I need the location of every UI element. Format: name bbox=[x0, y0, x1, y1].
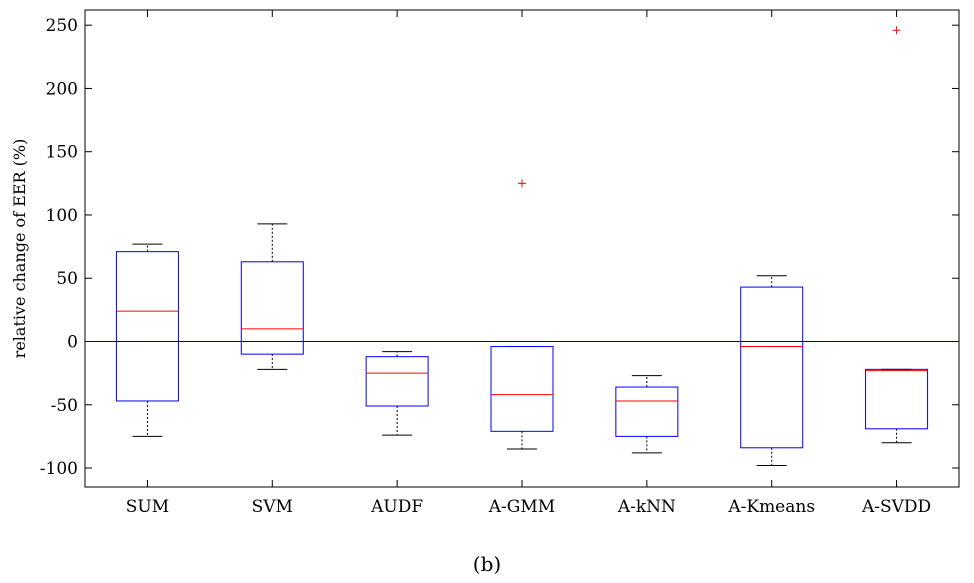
box-svm bbox=[240, 261, 304, 355]
y-tick-label: -50 bbox=[51, 396, 78, 416]
plot-frame bbox=[84, 9, 960, 488]
y-tick-label: 150 bbox=[46, 143, 78, 163]
box-a-knn bbox=[615, 386, 679, 437]
box-a-gmm bbox=[490, 346, 554, 432]
box-sum bbox=[115, 251, 179, 402]
x-tick-label: AUDF bbox=[370, 497, 423, 517]
x-tick-label: A-GMM bbox=[488, 497, 555, 517]
box-plot-chart: 250 200 150 100 50 0 -50 -100 relative change of… bbox=[10, 9, 960, 517]
x-tick-label: SVM bbox=[252, 497, 293, 517]
figure-caption: (b) bbox=[472, 552, 502, 576]
x-tick-label: SUM bbox=[126, 497, 169, 517]
y-tick-label: 0 bbox=[67, 332, 78, 352]
x-tick-label: A-SVDD bbox=[861, 497, 931, 517]
x-tick-label: A-Kmeans bbox=[727, 497, 815, 517]
box-a-kmeans bbox=[740, 286, 804, 449]
y-tick-label: -100 bbox=[40, 459, 78, 479]
box-audf bbox=[365, 356, 429, 407]
y-tick-label: 50 bbox=[56, 269, 78, 289]
x-tick-label: A-kNN bbox=[617, 497, 676, 517]
box-a-svdd bbox=[865, 368, 929, 430]
y-tick-label: 200 bbox=[46, 79, 78, 99]
y-tick-label: 100 bbox=[46, 206, 78, 226]
y-axis-title: relative change of EER (%) bbox=[10, 139, 29, 359]
plot-area: 250 200 150 100 50 0 -50 -100 relative change of… bbox=[10, 9, 960, 517]
y-tick-label: 250 bbox=[46, 16, 78, 36]
